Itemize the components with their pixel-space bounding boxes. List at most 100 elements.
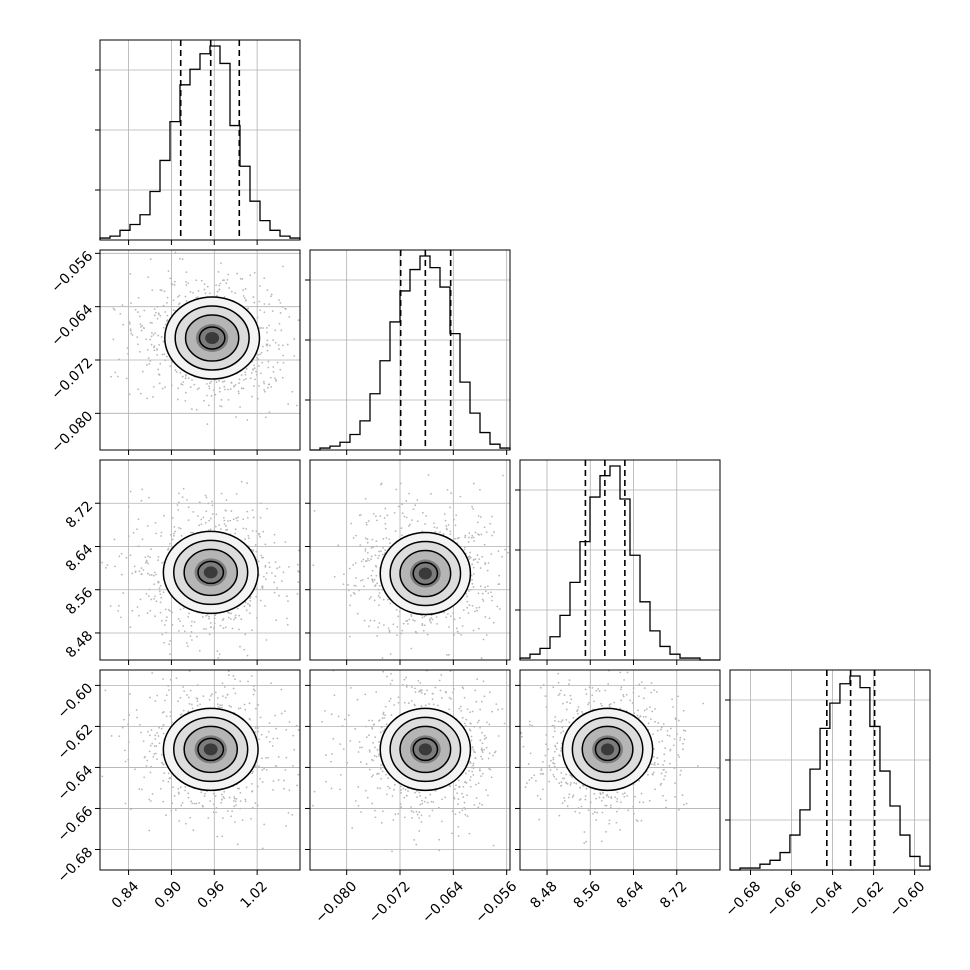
scatter-point: [389, 653, 392, 655]
histogram-step: [310, 255, 511, 451]
scatter-point: [130, 332, 133, 335]
scatter-point: [233, 805, 236, 808]
scatter-point: [163, 290, 166, 293]
scatter-point: [127, 505, 130, 508]
scatter-point: [212, 803, 215, 806]
scatter-point: [239, 277, 242, 280]
scatter-point: [348, 567, 351, 570]
scatter-point: [129, 554, 132, 557]
scatter-point: [159, 787, 162, 790]
scatter-point: [560, 784, 562, 787]
scatter-point: [479, 769, 481, 772]
scatter-point: [104, 689, 107, 692]
scatter-point: [129, 626, 132, 629]
scatter-point: [584, 798, 587, 801]
scatter-point: [293, 748, 296, 751]
scatter-point: [244, 299, 247, 302]
scatter-point: [256, 785, 259, 788]
scatter-point: [235, 492, 238, 495]
scatter-point: [483, 526, 486, 529]
scatter-point: [179, 527, 182, 530]
scatter-point: [601, 811, 604, 814]
scatter-point: [364, 549, 367, 552]
scatter-point: [374, 809, 376, 812]
scatter-point: [343, 573, 345, 576]
scatter-point: [568, 793, 571, 796]
scatter-point: [417, 679, 420, 682]
scatter-point: [355, 534, 357, 537]
scatter-point: [425, 514, 428, 517]
scatter-point: [664, 775, 666, 777]
scatter-point: [150, 343, 153, 346]
scatter-point: [386, 675, 388, 678]
scatter-point: [578, 812, 581, 814]
scatter-point: [357, 751, 360, 753]
scatter-point: [468, 604, 471, 607]
scatter-point: [120, 552, 123, 555]
scatter-point: [447, 523, 450, 526]
scatter-point: [388, 629, 391, 632]
scatter-point: [598, 796, 601, 799]
scatter-point: [251, 395, 254, 398]
scatter-point: [225, 664, 227, 666]
scatter-point: [281, 306, 284, 309]
scatter-point: [200, 279, 203, 282]
scatter-point: [147, 595, 150, 598]
scatter-point: [462, 785, 465, 788]
scatter-point: [205, 510, 208, 513]
scatter-point: [376, 635, 379, 637]
scatter-point: [152, 396, 154, 398]
scatter-point: [195, 408, 198, 411]
scatter-point: [542, 760, 544, 763]
scatter-point: [419, 690, 422, 692]
scatter-point: [270, 295, 272, 298]
scatter-point: [455, 627, 458, 630]
scatter-point: [162, 763, 165, 766]
scatter-point: [410, 806, 413, 808]
scatter-point: [124, 760, 127, 763]
scatter-point: [464, 808, 467, 810]
scatter-point: [378, 592, 381, 594]
scatter-point: [560, 689, 562, 692]
scatter-point: [376, 582, 379, 585]
scatter-point: [172, 786, 175, 789]
scatter-point: [356, 698, 359, 701]
scatter-point: [147, 562, 150, 565]
scatter-point: [191, 639, 193, 641]
panel-frame: [99, 459, 301, 661]
scatter-point: [622, 695, 625, 698]
scatter-point: [483, 695, 486, 698]
scatter-point: [275, 379, 277, 381]
histogram-panel-3: [725, 669, 931, 875]
scatter-point: [664, 747, 667, 750]
scatter-point: [143, 776, 146, 779]
scatter-point: [261, 361, 264, 364]
scatter-point: [481, 751, 484, 753]
scatter-point: [212, 811, 215, 814]
scatter-point: [370, 775, 373, 778]
scatter-point: [407, 622, 409, 625]
scatter-point: [252, 688, 255, 691]
scatter-point: [673, 767, 676, 770]
scatter-point: [632, 812, 635, 815]
scatter-point: [374, 816, 377, 819]
scatter-point: [181, 802, 184, 804]
scatter-point: [184, 391, 187, 394]
scatter-point: [179, 786, 182, 789]
scatter-point: [445, 528, 448, 531]
scatter-point: [623, 792, 626, 795]
scatter-point: [486, 721, 488, 724]
scatter-point: [279, 368, 282, 371]
scatter-point: [196, 635, 198, 638]
scatter-point: [145, 765, 148, 767]
scatter-point: [569, 694, 572, 697]
scatter-point: [223, 380, 226, 383]
scatter-point: [492, 844, 495, 847]
scatter-point: [278, 566, 281, 569]
scatter-point: [361, 578, 364, 581]
scatter-point: [245, 786, 248, 789]
scatter-point: [266, 344, 268, 347]
scatter-point: [259, 285, 261, 287]
scatter-point: [160, 336, 163, 338]
scatter-point: [565, 782, 568, 784]
